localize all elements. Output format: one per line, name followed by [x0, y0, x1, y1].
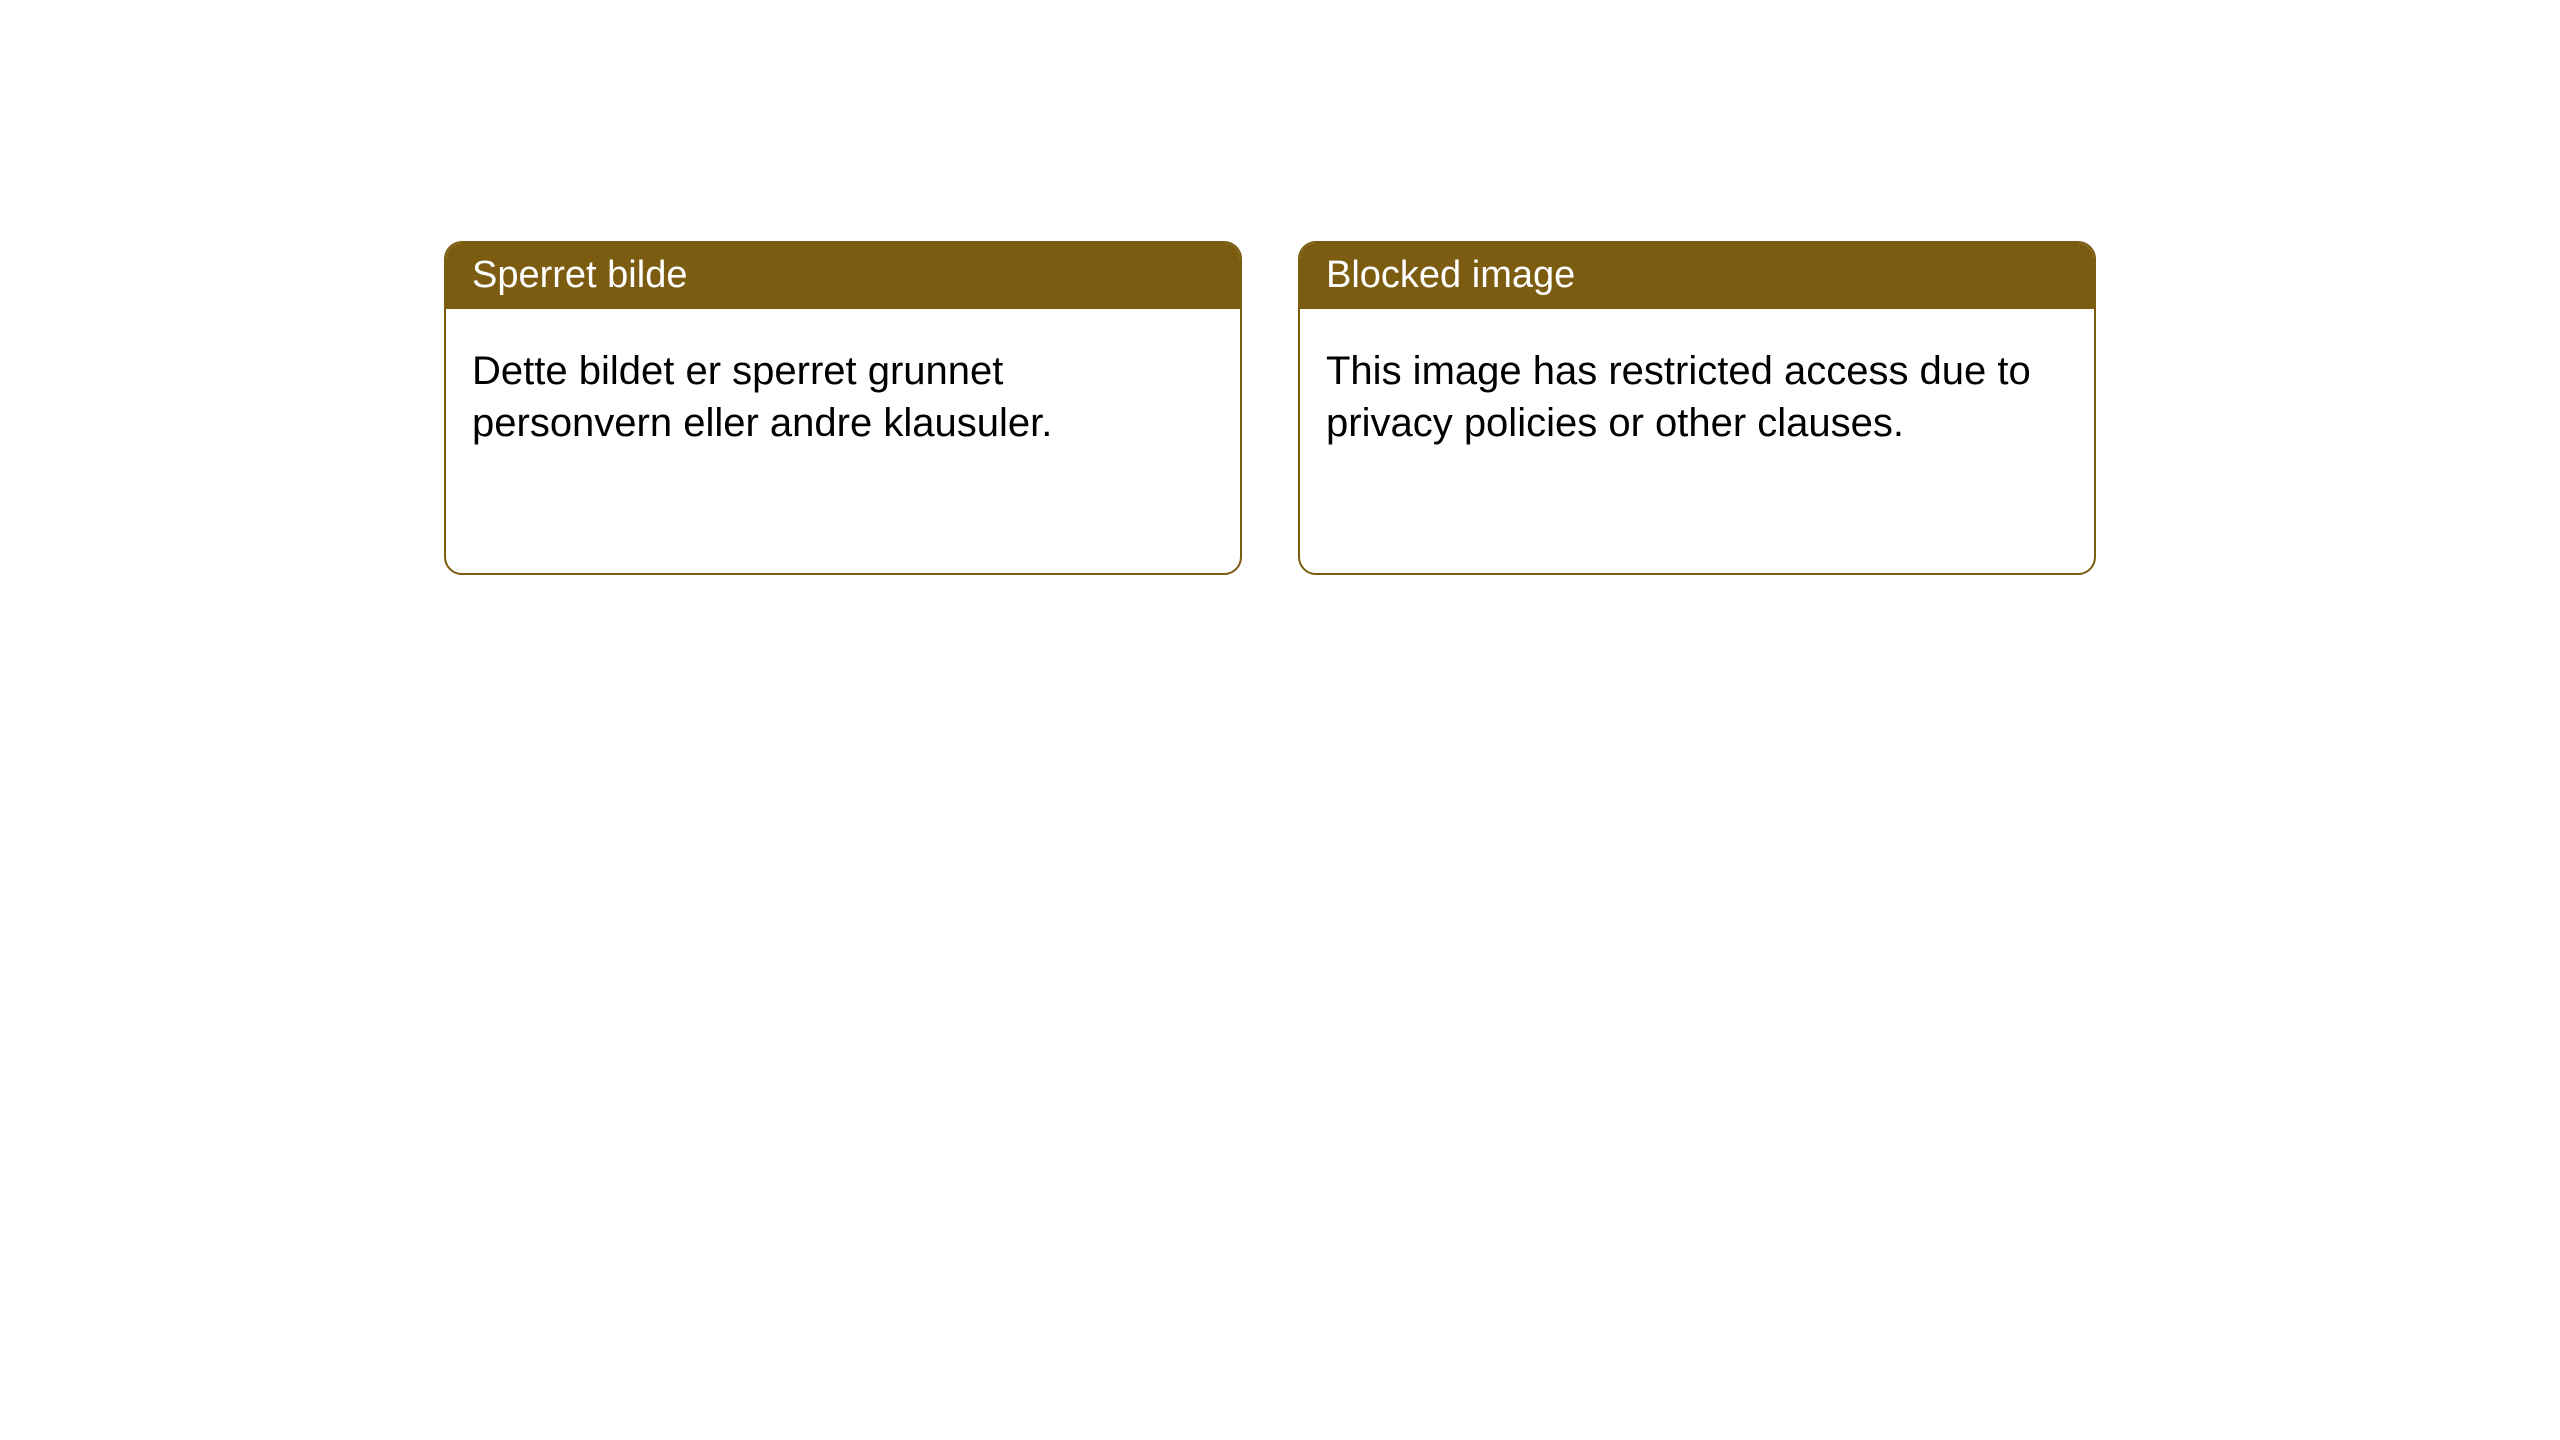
card-body: This image has restricted access due to … — [1300, 309, 2094, 485]
card-body-text: Dette bildet er sperret grunnet personve… — [472, 349, 1052, 445]
notice-card-norwegian: Sperret bilde Dette bildet er sperret gr… — [444, 241, 1242, 575]
card-body: Dette bildet er sperret grunnet personve… — [446, 309, 1240, 485]
card-body-text: This image has restricted access due to … — [1326, 349, 2031, 445]
notice-container: Sperret bilde Dette bildet er sperret gr… — [444, 241, 2096, 575]
notice-card-english: Blocked image This image has restricted … — [1298, 241, 2096, 575]
card-header: Sperret bilde — [446, 243, 1240, 309]
card-title: Sperret bilde — [472, 254, 687, 296]
card-title: Blocked image — [1326, 254, 1575, 296]
card-header: Blocked image — [1300, 243, 2094, 309]
